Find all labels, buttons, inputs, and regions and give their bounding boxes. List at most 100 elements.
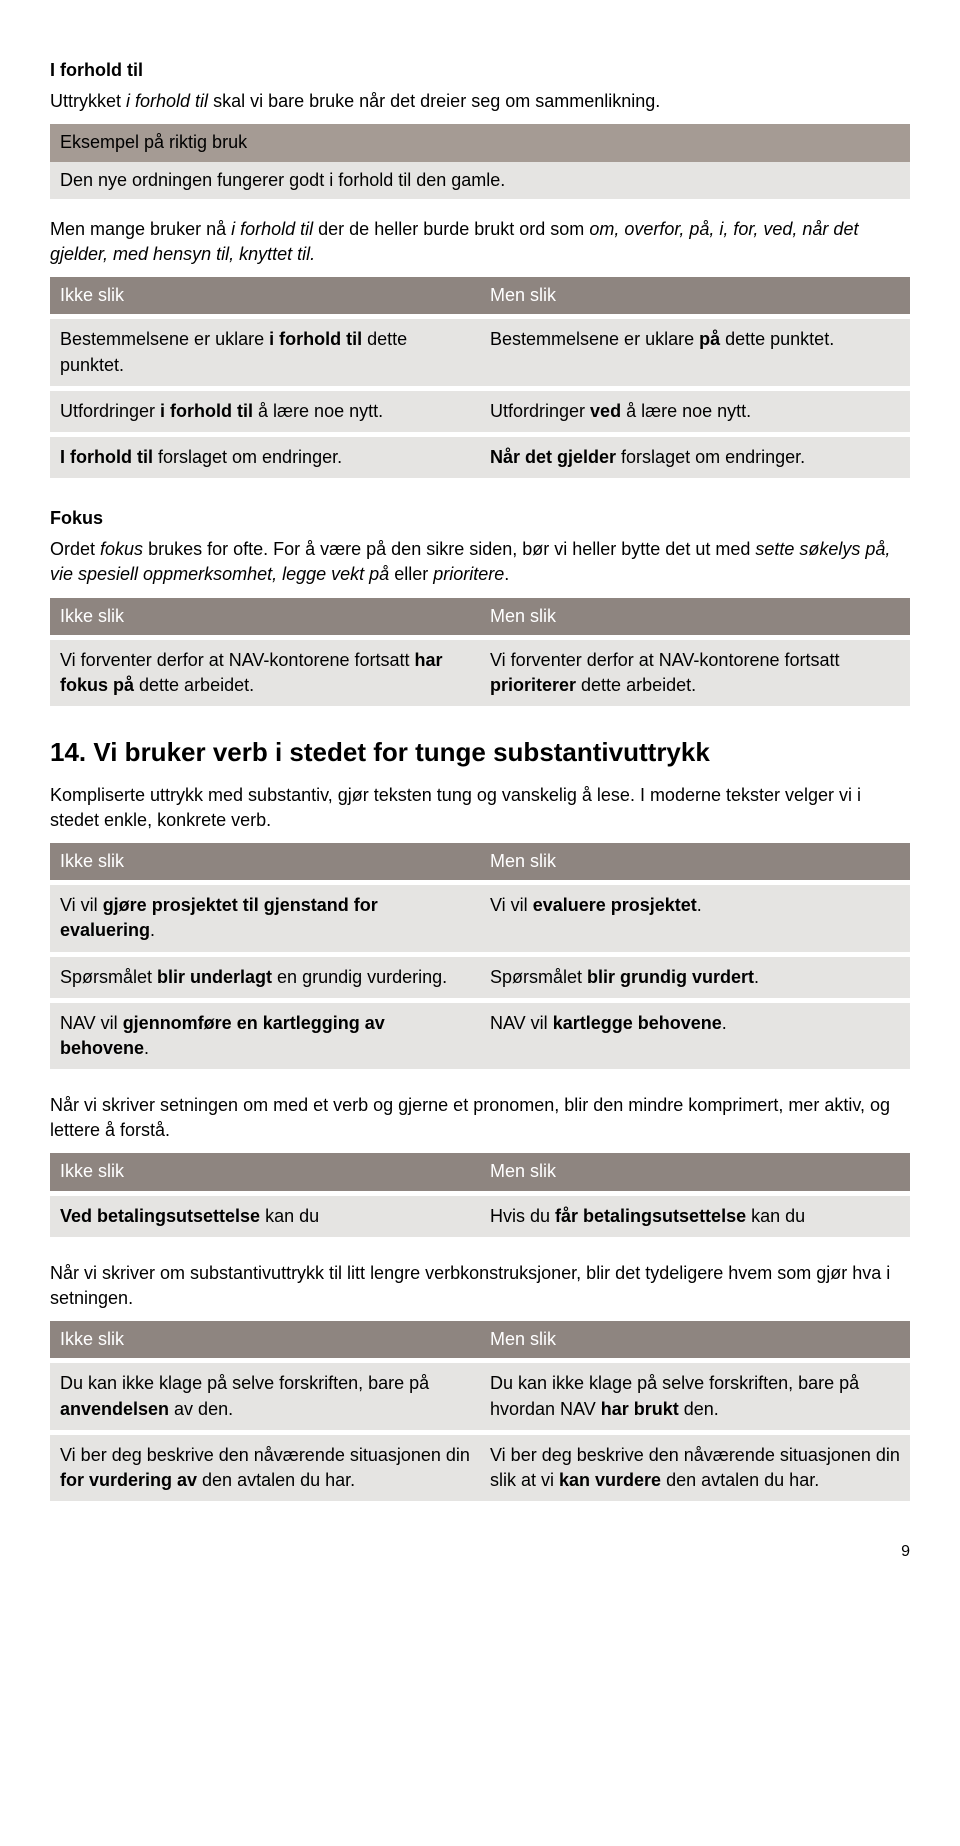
text: . [144,1038,149,1058]
text-bold: gjøre prosjektet til gjenstand for evalu… [60,895,378,940]
text: den avtalen du har. [197,1470,355,1490]
text: Vi ber deg beskrive den nåværende situas… [60,1445,470,1465]
table-row: Vi ber deg beskrive den nåværende situas… [50,1432,910,1501]
text: . [722,1013,727,1033]
example-header: Eksempel på riktig bruk [50,124,910,161]
text-bold: Ved betalingsutsettelse [60,1206,260,1226]
text-bold: kan vurdere [559,1470,661,1490]
text: dette arbeidet. [576,675,696,695]
text-bold: ved [590,401,621,421]
table-row: Bestemmelsene er uklare i forhold til de… [50,317,910,388]
text: forslaget om endringer. [616,447,805,467]
para-iforholdtil-2: Men mange bruker nå i forhold til der de… [50,217,910,267]
text: Utfordringer [60,401,160,421]
text: kan du [260,1206,319,1226]
table-header-left: Ikke slik [50,277,480,317]
text-bold: har brukt [601,1399,679,1419]
table-header-left: Ikke slik [50,1321,480,1361]
table-row: Ved betalingsutsettelse kan du Hvis du f… [50,1193,910,1237]
text-bold: Når det gjelder [490,447,616,467]
text-em: i forhold til [231,219,313,239]
text: der de heller burde brukt ord som [313,219,589,239]
table-header-right: Men slik [480,1321,910,1361]
section-title-iforholdtil: I forhold til [50,58,910,83]
intro-iforholdtil: Uttrykket i forhold til skal vi bare bru… [50,89,910,114]
table-header-left: Ikke slik [50,1153,480,1193]
text: den avtalen du har. [661,1470,819,1490]
text: kan du [746,1206,805,1226]
text: . [697,895,702,915]
text: forslaget om endringer. [153,447,342,467]
text-em: fokus [100,539,143,559]
text: Utfordringer [490,401,590,421]
table-header-right: Men slik [480,598,910,638]
heading-14: 14. Vi bruker verb i stedet for tunge su… [50,734,910,770]
text: . [504,564,509,584]
text-bold: i forhold til [160,401,253,421]
text-bold: for vurdering av [60,1470,197,1490]
text: en grundig vurdering. [272,967,447,987]
table-row: Du kan ikke klage på selve forskriften, … [50,1361,910,1432]
table-row: Vi vil gjøre prosjektet til gjenstand fo… [50,883,910,954]
text: Spørsmålet [490,967,587,987]
example-row: Den nye ordningen fungerer godt i forhol… [50,162,910,199]
intro-fokus: Ordet fokus brukes for ofte. For å være … [50,537,910,587]
text: skal vi bare bruke når det dreier seg om… [208,91,660,111]
intro-14: Kompliserte uttrykk med substantiv, gjør… [50,783,910,833]
table-header-left: Ikke slik [50,598,480,638]
text-bold: på [699,329,720,349]
text-bold: prioriterer [490,675,576,695]
text-bold: blir underlagt [157,967,272,987]
text: Du kan ikke klage på selve forskriften, … [60,1373,429,1393]
text-bold: i forhold til [269,329,362,349]
text: NAV vil [490,1013,553,1033]
text-bold: anvendelsen [60,1399,169,1419]
text: Vi vil [60,895,103,915]
comparison-table-2: Ikke slik Men slik Vi forventer derfor a… [50,598,910,707]
table-row: I forhold til forslaget om endringer. Nå… [50,434,910,478]
text: av den. [169,1399,233,1419]
text-em: i forhold til [126,91,208,111]
text: å lære noe nytt. [621,401,751,421]
text: Ordet [50,539,100,559]
text: dette arbeidet. [134,675,254,695]
table-row: NAV vil gjennomføre en kartlegging av be… [50,1000,910,1069]
text: Spørsmålet [60,967,157,987]
text: eller [389,564,433,584]
text: . [754,967,759,987]
text: Bestemmelsene er uklare [490,329,699,349]
text-bold: kartlegge behovene [553,1013,722,1033]
text: å lære noe nytt. [253,401,383,421]
table-row: Spørsmålet blir underlagt en grundig vur… [50,954,910,1000]
comparison-table-3: Ikke slik Men slik Vi vil gjøre prosjekt… [50,843,910,1069]
text: dette punktet. [720,329,834,349]
page-number: 9 [50,1541,910,1563]
table-header-right: Men slik [480,277,910,317]
table-row: Utfordringer i forhold til å lære noe ny… [50,388,910,434]
text: brukes for ofte. For å være på den sikre… [143,539,755,559]
table-header-left: Ikke slik [50,843,480,883]
text: Hvis du [490,1206,555,1226]
text: Vi forventer derfor at NAV-kontorene for… [60,650,415,670]
comparison-table-1: Ikke slik Men slik Bestemmelsene er ukla… [50,277,910,478]
text: . [150,920,155,940]
text: Vi vil [490,895,533,915]
comparison-table-4: Ikke slik Men slik Ved betalingsutsettel… [50,1153,910,1236]
text: den. [679,1399,719,1419]
text-bold: blir grundig vurdert [587,967,754,987]
intro-s4: Når vi skriver setningen om med et verb … [50,1093,910,1143]
text: Uttrykket [50,91,126,111]
comparison-table-5: Ikke slik Men slik Du kan ikke klage på … [50,1321,910,1501]
text-bold: evaluere prosjektet [533,895,697,915]
table-header-right: Men slik [480,843,910,883]
text: NAV vil [60,1013,123,1033]
section-title-fokus: Fokus [50,506,910,531]
table-row: Vi forventer derfor at NAV-kontorene for… [50,637,910,706]
text-em: prioritere [433,564,504,584]
text: Vi forventer derfor at NAV-kontorene for… [490,650,840,670]
text-bold: I forhold til [60,447,153,467]
table-header-right: Men slik [480,1153,910,1193]
text: Bestemmelsene er uklare [60,329,269,349]
text: Men mange bruker nå [50,219,231,239]
text-bold: får betalingsutsettelse [555,1206,746,1226]
